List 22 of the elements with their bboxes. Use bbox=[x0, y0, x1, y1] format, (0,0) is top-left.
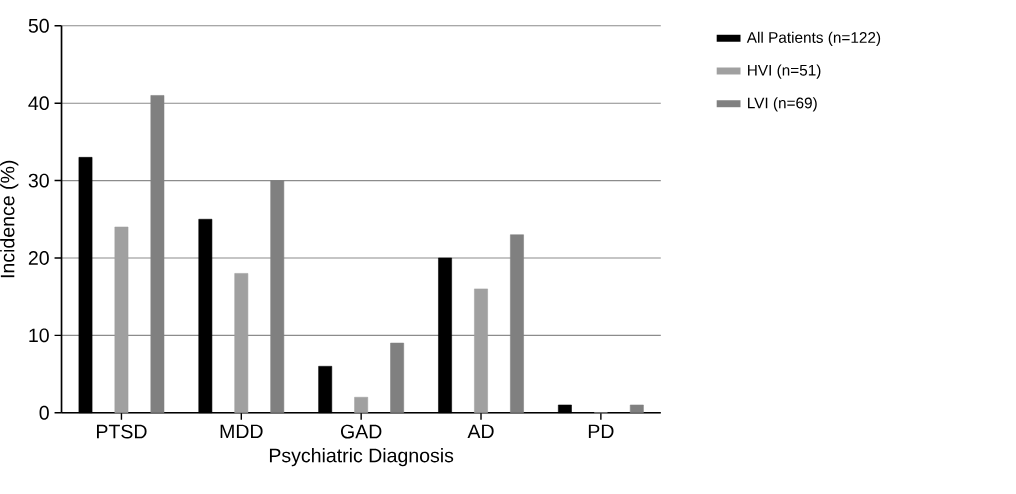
x-tick-label: AD bbox=[467, 424, 494, 439]
bar bbox=[390, 342, 404, 413]
bar bbox=[114, 226, 129, 413]
bar bbox=[629, 404, 644, 413]
legend-label: HVI (n=51) bbox=[748, 64, 821, 79]
bar bbox=[354, 396, 369, 413]
y-tick-label: 30 bbox=[28, 173, 49, 188]
bar bbox=[474, 288, 488, 413]
legend-label: All Patients (n=122) bbox=[746, 31, 881, 46]
y-axis-title: Incidence (%) bbox=[0, 160, 19, 278]
legend-label: LVI (n=69) bbox=[748, 97, 817, 112]
y-tick-label: 10 bbox=[29, 328, 49, 343]
x-tick-label: GAD bbox=[340, 424, 382, 439]
x-tick-label: MDD bbox=[220, 424, 263, 439]
y-tick-label: 20 bbox=[28, 250, 49, 265]
y-tick-label: 0 bbox=[39, 405, 49, 420]
x-tick-label: PTSD bbox=[97, 424, 147, 439]
y-tick-label: 50 bbox=[28, 18, 49, 33]
y-tick-label: 40 bbox=[28, 96, 49, 111]
x-axis-title: Psychiatric Diagnosis bbox=[269, 447, 454, 467]
bar bbox=[234, 273, 249, 413]
x-tick-label: PD bbox=[588, 424, 614, 439]
